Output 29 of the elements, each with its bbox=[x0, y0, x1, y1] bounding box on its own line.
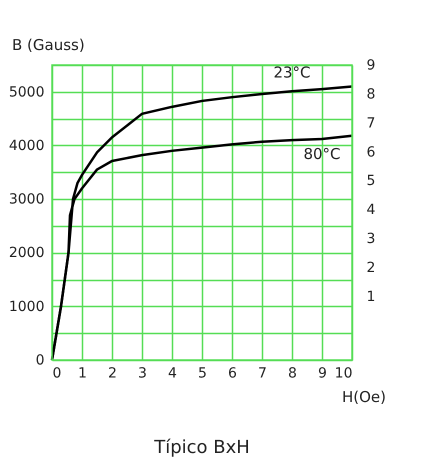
x-tick-label: 10 bbox=[334, 366, 352, 382]
x-tick-label: 1 bbox=[78, 366, 87, 382]
y-tick-label: 4000 bbox=[8, 138, 44, 154]
y2-tick-label: 5 bbox=[366, 173, 376, 190]
x-axis-title: H(Oe) bbox=[342, 388, 386, 406]
text: Típico BxH bbox=[153, 437, 250, 458]
x-tick-label: 8 bbox=[288, 366, 297, 382]
y-tick-label: 1000 bbox=[8, 298, 44, 315]
y-tick-label: 2000 bbox=[8, 245, 44, 262]
y-tick-label: 5000 bbox=[8, 84, 44, 100]
x-tick-label: 7 bbox=[258, 366, 267, 382]
x-tick-label: 4 bbox=[168, 366, 178, 382]
y2-tick-label: 9 bbox=[366, 58, 376, 74]
y2-tick-label: 4 bbox=[366, 202, 376, 218]
y-tick-label: 0 bbox=[36, 352, 44, 368]
y2-tick-label: 3 bbox=[366, 231, 376, 248]
y2-tick-label: 6 bbox=[366, 144, 376, 160]
x-tick-label: 6 bbox=[228, 366, 238, 382]
x-tick-label: 0 bbox=[52, 366, 62, 382]
x-tick-label: 5 bbox=[198, 366, 207, 382]
y-tick-label: 3000 bbox=[8, 192, 44, 208]
y2-tick-label: 8 bbox=[366, 86, 376, 102]
y2-tick-label: 2 bbox=[366, 260, 376, 276]
x-tick-label: 3 bbox=[138, 366, 147, 382]
x-tick-label: 9 bbox=[318, 366, 327, 382]
y2-tick-label: 7 bbox=[366, 115, 376, 132]
x-tick-label: 2 bbox=[108, 366, 117, 382]
y-axis-title: B (Gauss) bbox=[12, 36, 85, 54]
y2-tick-label: 1 bbox=[366, 288, 376, 305]
